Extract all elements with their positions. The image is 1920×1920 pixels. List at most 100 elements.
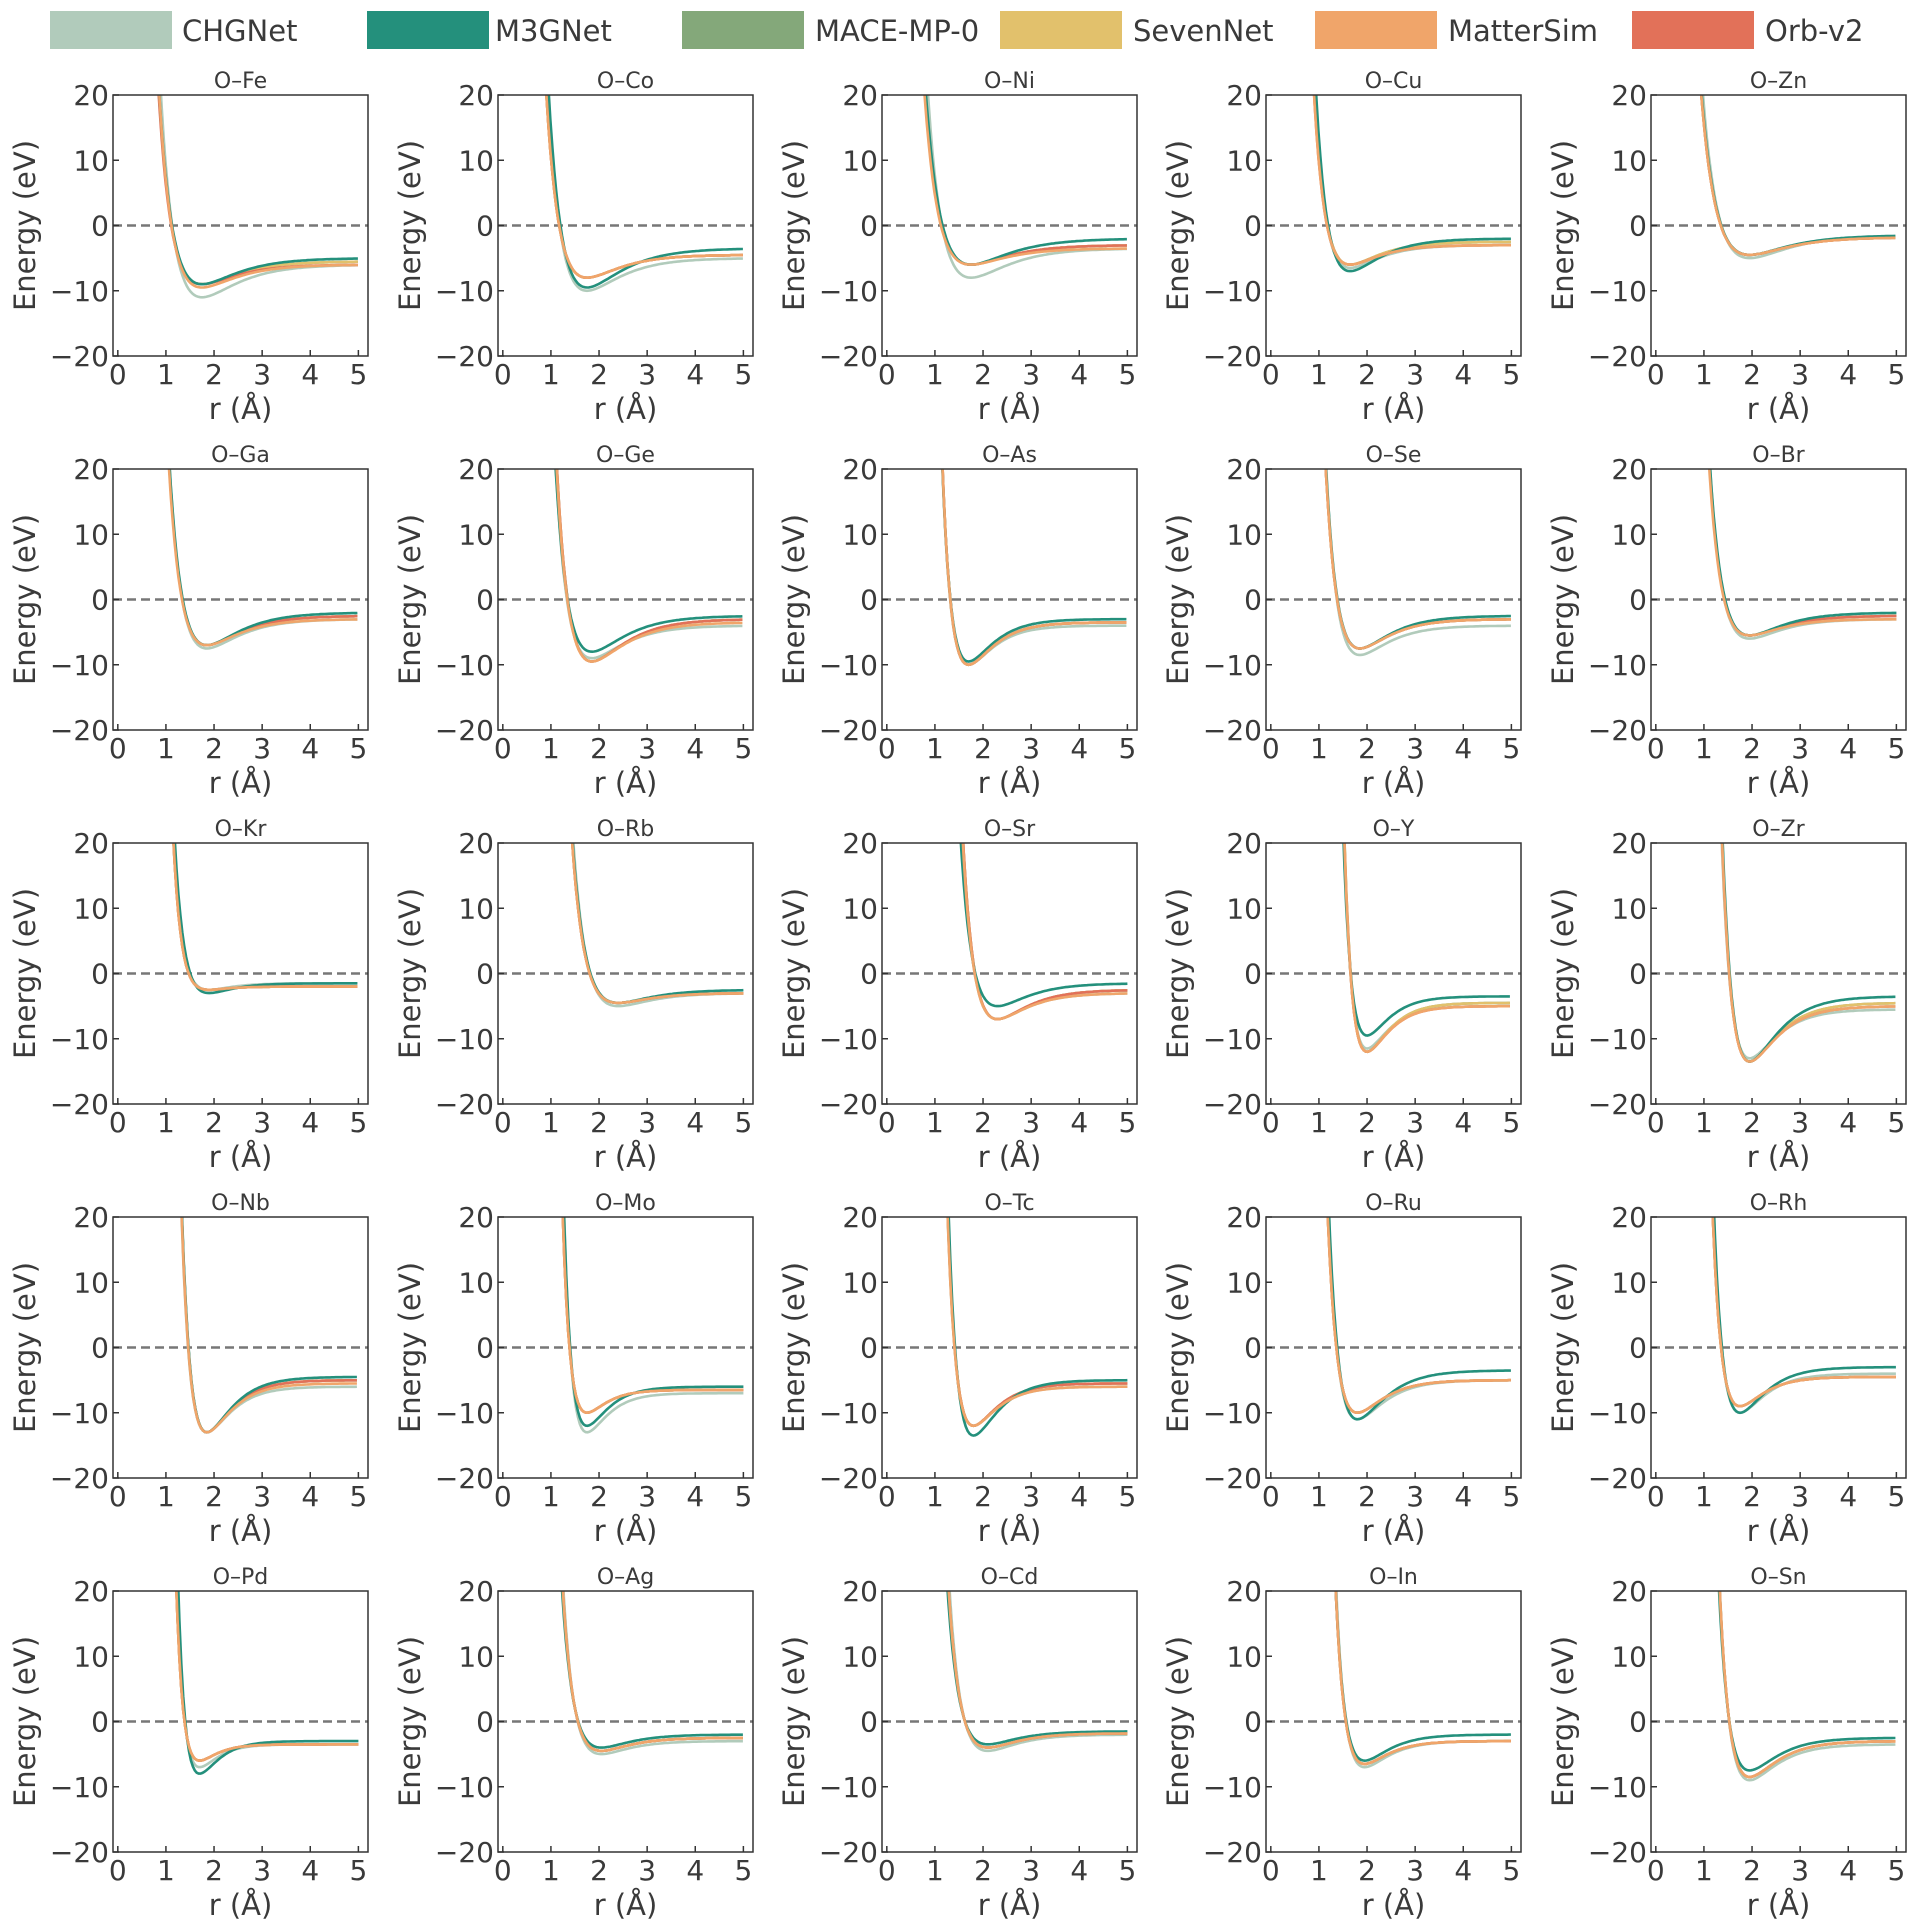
x-tick-label: 1 [1310,1106,1328,1139]
y-tick-label: −20 [50,340,109,373]
y-tick-label: −10 [1588,1023,1647,1056]
y-tick-label: 20 [73,827,109,860]
y-tick-label: 0 [860,958,878,991]
y-tick-label: −10 [1588,1397,1647,1430]
x-tick-label: 3 [638,358,656,391]
panel-title: O–Ga [211,443,270,468]
y-tick-label: −10 [50,1023,109,1056]
y-tick-label: −10 [1203,275,1262,308]
x-tick-label: 5 [1118,732,1136,765]
legend-label: Orb-v2 [1765,14,1863,48]
y-tick-label: −10 [819,1771,878,1804]
x-tick-label: 2 [590,358,608,391]
x-tick-label: 2 [974,1854,992,1887]
series-line-mattersim [1343,843,1510,1054]
x-tick-label: 2 [1358,1480,1376,1513]
series-line-mace-mp-0 [172,843,358,992]
x-tick-label: 4 [686,1106,704,1139]
x-tick-label: 4 [686,732,704,765]
curves [172,843,358,995]
x-tick-label: 2 [1358,358,1376,391]
x-tick-label: 1 [1695,1854,1713,1887]
series-line-mattersim [1720,843,1896,1063]
y-tick-label: −10 [50,1397,109,1430]
y-tick-label: 20 [1226,1575,1262,1608]
x-axis-label: r (Å) [594,392,658,426]
x-tick-label: 4 [1070,358,1088,391]
x-axis-label: r (Å) [978,1888,1042,1920]
y-tick-label: 0 [476,1332,494,1365]
y-tick-label: −20 [435,1836,494,1869]
x-tick-label: 3 [1022,1480,1040,1513]
y-axis-label: Energy (eV) [777,514,811,685]
x-tick-label: 2 [590,1480,608,1513]
x-tick-label: 4 [1070,1480,1088,1513]
y-tick-label: −10 [435,275,494,308]
series-line-mattersim [1711,1217,1896,1408]
series-line-orb-v2 [172,843,358,992]
x-tick-label: 5 [349,358,367,391]
x-tick-label: 2 [974,1480,992,1513]
x-tick-label: 1 [926,1854,944,1887]
y-tick-label: 0 [476,1706,494,1739]
x-tick-label: 2 [1743,358,1761,391]
curves [175,1591,359,1775]
series-line-mattersim [1718,1591,1896,1779]
x-tick-label: 0 [494,358,512,391]
x-tick-label: 3 [1022,358,1040,391]
x-tick-label: 5 [349,1106,367,1139]
y-tick-label: −20 [819,1462,878,1495]
panel-title: O–Pd [213,1565,269,1590]
x-tick-label: 5 [734,358,752,391]
x-tick-label: 0 [1647,358,1665,391]
curves [946,1217,1128,1437]
series-line-m3gnet [1327,1217,1511,1421]
curves [554,469,743,663]
x-tick-label: 0 [1647,1480,1665,1513]
x-tick-label: 2 [1358,1854,1376,1887]
curves [180,1217,357,1434]
y-tick-label: 10 [73,144,109,177]
y-axis-label: Energy (eV) [777,140,811,311]
curves [1711,1217,1896,1415]
y-axis-label: Energy (eV) [393,140,427,311]
y-axis-label: Energy (eV) [8,140,42,311]
curves [1342,843,1510,1054]
x-tick-label: 3 [638,732,656,765]
legend-swatch-mattersim [1315,11,1437,49]
y-tick-label: 10 [73,518,109,551]
panel-title: O–Tc [984,1191,1034,1216]
panel-title: O–In [1369,1565,1418,1590]
x-tick-label: 1 [926,358,944,391]
curves [959,843,1128,1021]
x-tick-label: 1 [157,1106,175,1139]
y-tick-label: 0 [1629,958,1647,991]
y-tick-label: 10 [458,518,494,551]
y-tick-label: −10 [50,275,109,308]
x-tick-label: 1 [542,358,560,391]
x-tick-label: 4 [1839,1854,1857,1887]
y-tick-label: 0 [476,958,494,991]
x-axis-label: r (Å) [209,1140,273,1174]
y-axis-label: Energy (eV) [393,1636,427,1807]
panel-title: O–Ni [984,69,1035,94]
y-tick-label: 10 [1226,518,1262,551]
x-tick-label: 1 [1310,1854,1328,1887]
x-tick-label: 4 [1839,1480,1857,1513]
x-tick-label: 1 [1310,732,1328,765]
x-axis-label: r (Å) [1362,1888,1426,1920]
y-tick-label: 20 [842,1575,878,1608]
y-tick-label: 10 [73,1266,109,1299]
y-axis-label: Energy (eV) [1161,1636,1195,1807]
x-tick-label: 2 [205,732,223,765]
y-tick-label: 10 [842,144,878,177]
y-tick-label: −10 [435,1397,494,1430]
y-tick-label: −20 [1588,1462,1647,1495]
series-line-m3gnet [554,469,743,654]
x-tick-label: 3 [253,1480,271,1513]
